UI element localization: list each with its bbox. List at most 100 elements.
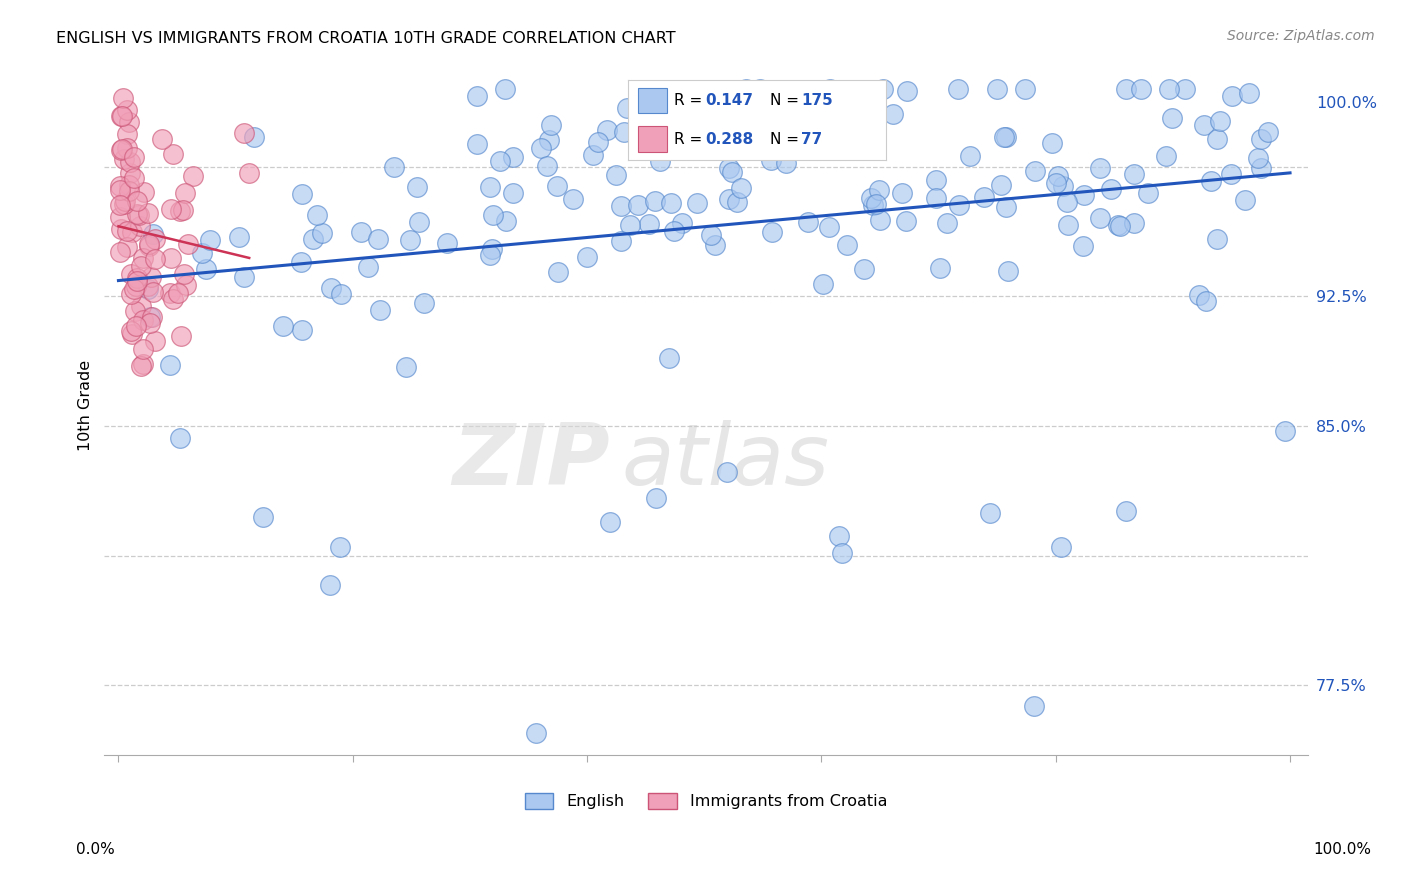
Point [115, 240, 138, 254]
Point [761, 225, 783, 239]
Point [238, 166, 260, 180]
Point [136, 281, 159, 295]
Point [321, 281, 343, 295]
Point [117, 184, 139, 198]
Point [111, 142, 134, 156]
Point [868, 183, 890, 197]
Point [546, 179, 568, 194]
Point [329, 540, 352, 554]
Point [716, 465, 738, 479]
Point [1099, 182, 1122, 196]
Point [835, 238, 858, 252]
Point [730, 180, 752, 194]
Point [350, 226, 373, 240]
Point [302, 232, 325, 246]
Point [405, 180, 427, 194]
Point [159, 251, 181, 265]
Point [142, 285, 165, 299]
Point [115, 103, 138, 117]
Point [627, 198, 650, 212]
Point [775, 156, 797, 170]
Point [1071, 239, 1094, 253]
Point [1234, 193, 1257, 207]
Point [1014, 82, 1036, 96]
Point [114, 194, 136, 208]
Point [599, 515, 621, 529]
Point [120, 324, 142, 338]
Point [110, 109, 132, 123]
Point [1050, 540, 1073, 554]
Point [1206, 132, 1229, 146]
Point [948, 82, 970, 96]
Point [134, 186, 156, 200]
Point [129, 259, 152, 273]
Point [721, 165, 744, 179]
Point [792, 139, 814, 153]
Point [613, 125, 636, 139]
Point [110, 143, 132, 157]
Point [1220, 89, 1243, 103]
Point [502, 150, 524, 164]
Point [1161, 111, 1184, 125]
Point [143, 232, 166, 246]
Point [115, 224, 138, 238]
Point [820, 82, 842, 96]
Point [540, 119, 562, 133]
Point [994, 129, 1017, 144]
Point [524, 726, 547, 740]
Point [734, 82, 756, 96]
Point [118, 114, 141, 128]
Point [662, 224, 685, 238]
Point [172, 203, 194, 218]
Point [948, 198, 970, 212]
Point [882, 107, 904, 121]
Point [1250, 161, 1272, 176]
Point [658, 351, 681, 365]
Point [162, 292, 184, 306]
Point [120, 267, 142, 281]
Legend: English, Immigrants from Croatia: English, Immigrants from Croatia [519, 787, 894, 816]
Point [562, 193, 585, 207]
Text: ENGLISH VS IMMIGRANTS FROM CROATIA 10TH GRADE CORRELATION CHART: ENGLISH VS IMMIGRANTS FROM CROATIA 10TH … [56, 31, 676, 46]
Point [494, 82, 516, 96]
Point [291, 187, 314, 202]
Point [1047, 169, 1070, 184]
Point [1123, 216, 1146, 230]
Point [131, 359, 153, 373]
Point [159, 202, 181, 216]
Point [159, 285, 181, 300]
Point [177, 237, 200, 252]
Point [582, 147, 605, 161]
Point [1090, 161, 1112, 175]
Point [536, 159, 558, 173]
Text: 0.0%: 0.0% [76, 842, 115, 856]
Point [1057, 218, 1080, 232]
Text: 100.0%: 100.0% [1313, 842, 1372, 856]
Point [644, 491, 666, 505]
Point [935, 216, 957, 230]
Point [395, 359, 418, 374]
Text: Source: ZipAtlas.com: Source: ZipAtlas.com [1227, 29, 1375, 43]
Point [610, 234, 633, 248]
Point [138, 237, 160, 252]
Point [530, 141, 553, 155]
Point [436, 236, 458, 251]
Point [330, 287, 353, 301]
Point [748, 82, 770, 96]
Point [1237, 86, 1260, 100]
Point [959, 148, 981, 162]
Point [703, 238, 725, 252]
Point [138, 206, 160, 220]
Point [725, 195, 748, 210]
Point [894, 213, 917, 227]
Point [1115, 504, 1137, 518]
Point [108, 211, 131, 225]
Point [127, 207, 149, 221]
Point [311, 226, 333, 240]
Point [131, 299, 153, 313]
Point [1257, 125, 1279, 139]
Point [110, 222, 132, 236]
Point [979, 507, 1001, 521]
Point [136, 279, 159, 293]
Point [659, 195, 682, 210]
